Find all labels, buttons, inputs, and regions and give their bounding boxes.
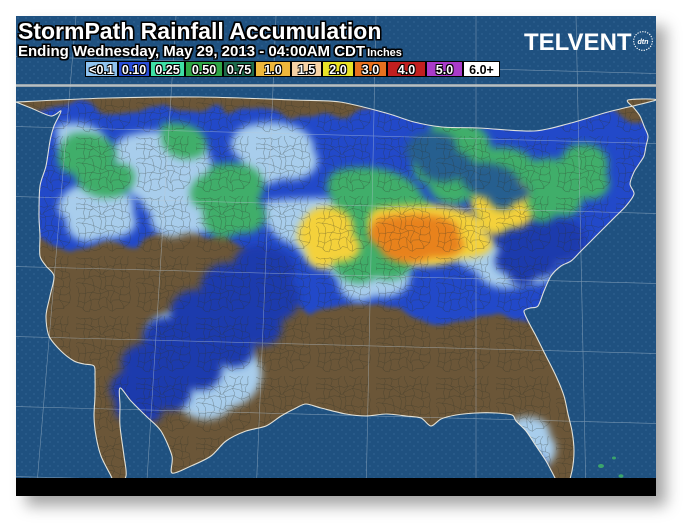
svg-text:dtn: dtn (637, 38, 649, 46)
